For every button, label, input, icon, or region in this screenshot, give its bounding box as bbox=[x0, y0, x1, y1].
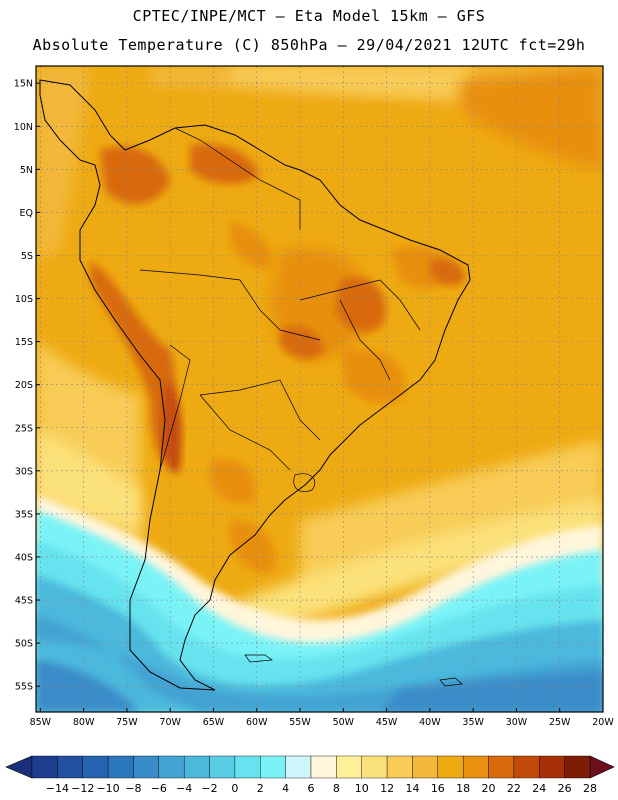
colorbar-label: −6 bbox=[151, 782, 167, 795]
lon-label: 70W bbox=[159, 717, 181, 728]
colorbar-label: 6 bbox=[308, 782, 315, 795]
colorbar-label: −14 bbox=[46, 782, 69, 795]
colorbar-swatch bbox=[412, 755, 439, 779]
colorbar-label: −8 bbox=[125, 782, 141, 795]
lon-label: 45W bbox=[376, 717, 398, 728]
colorbar-swatch bbox=[462, 755, 489, 779]
colorbar-swatch bbox=[539, 755, 565, 779]
colorbar-swatch bbox=[361, 755, 388, 779]
lon-label: 65W bbox=[203, 717, 225, 728]
colorbar-swatch bbox=[336, 755, 362, 779]
map-frame bbox=[35, 65, 604, 713]
lat-label: 15S bbox=[15, 337, 33, 348]
colorbar-swatch bbox=[386, 755, 413, 779]
colorbar-swatch bbox=[107, 755, 134, 779]
lat-label: 40S bbox=[15, 552, 33, 563]
coastlines bbox=[39, 79, 471, 691]
colorbar-swatch bbox=[57, 755, 83, 779]
lat-label: 50S bbox=[15, 639, 33, 650]
colorbar-label: −4 bbox=[176, 782, 192, 795]
lon-label: 25W bbox=[549, 717, 571, 728]
lat-label: 20S bbox=[15, 380, 33, 391]
colorbar-label: −10 bbox=[96, 782, 119, 795]
lon-label: 35W bbox=[462, 717, 484, 728]
colorbar-swatch bbox=[260, 755, 286, 779]
colorbar-label: 18 bbox=[456, 782, 470, 795]
colorbar-swatch bbox=[209, 755, 236, 779]
chart-subtitle: Absolute Temperature (C) 850hPa – 29/04/… bbox=[32, 36, 586, 54]
lat-label: EQ bbox=[20, 208, 33, 219]
colorbar-label: 22 bbox=[507, 782, 521, 795]
lat-label: 10S bbox=[15, 294, 33, 305]
lon-label: 30W bbox=[506, 717, 528, 728]
lat-label: 35S bbox=[15, 509, 33, 520]
colorbar-label: 24 bbox=[532, 782, 546, 795]
lat-label: 30S bbox=[15, 466, 33, 477]
lat-label: 45S bbox=[15, 596, 33, 607]
lon-label: 60W bbox=[246, 717, 268, 728]
colorbar-swatch bbox=[564, 755, 591, 779]
lon-label: 50W bbox=[333, 717, 355, 728]
colorbar-swatch bbox=[158, 755, 185, 779]
lat-label: 10N bbox=[14, 122, 33, 133]
colorbar-label: 10 bbox=[355, 782, 369, 795]
colorbar-high-extend bbox=[589, 755, 615, 779]
lat-label: 5S bbox=[21, 251, 33, 262]
colorbar-swatch bbox=[31, 755, 58, 779]
colorbar-swatch bbox=[488, 755, 515, 779]
colorbar-label: 12 bbox=[380, 782, 394, 795]
lon-label: 55W bbox=[289, 717, 311, 728]
colorbar-label: 26 bbox=[558, 782, 572, 795]
lon-label: 85W bbox=[30, 717, 52, 728]
colorbar-swatch bbox=[513, 755, 540, 779]
colorbar-label: 2 bbox=[257, 782, 264, 795]
colorbar-label: 0 bbox=[231, 782, 238, 795]
colorbar-label: 4 bbox=[282, 782, 289, 795]
colorbar-swatch bbox=[310, 755, 337, 779]
colorbar-label: 20 bbox=[482, 782, 496, 795]
lon-label: 80W bbox=[73, 717, 95, 728]
colorbar-swatch bbox=[437, 755, 464, 779]
colorbar-low-extend bbox=[5, 755, 33, 779]
colorbar-label: 14 bbox=[405, 782, 419, 795]
colorbar-swatch bbox=[183, 755, 210, 779]
latitude-labels: 15N 10N 5N EQ 5S 10S 15S 20S 25S 30S 35S 40S 45S 50S 5… bbox=[14, 79, 40, 693]
colorbar-label: −2 bbox=[201, 782, 217, 795]
lat-label: 5N bbox=[20, 165, 33, 176]
colorbar-label: 8 bbox=[333, 782, 340, 795]
lon-label: 40W bbox=[419, 717, 441, 728]
colorbar-label: 16 bbox=[431, 782, 445, 795]
colorbar-swatch bbox=[285, 755, 312, 779]
lon-label: 20W bbox=[592, 717, 614, 728]
chart-title: CPTEC/INPE/MCT – Eta Model 15km – GFS bbox=[132, 7, 486, 25]
lon-label: 75W bbox=[116, 717, 138, 728]
colorbar-swatch bbox=[234, 755, 261, 779]
colorbar-swatch bbox=[133, 755, 160, 779]
lat-label: 15N bbox=[14, 79, 33, 90]
colorbar-swatch bbox=[82, 755, 109, 779]
temperature-field bbox=[36, 66, 603, 712]
longitude-labels: 85W 80W 75W 70W 65W 60W 55W 50W 45W 40W 35W 30W 25W 2… bbox=[30, 708, 614, 728]
colorbar: −14 −12 −10 −8 −6 −4 −2 0 2 4 6 8 10 12 14 16 18 20 22 24 26… bbox=[5, 755, 615, 795]
colorbar-label: 28 bbox=[583, 782, 597, 795]
colorbar-label: −12 bbox=[71, 782, 94, 795]
lat-label: 25S bbox=[15, 423, 33, 434]
lat-label: 55S bbox=[15, 682, 33, 693]
